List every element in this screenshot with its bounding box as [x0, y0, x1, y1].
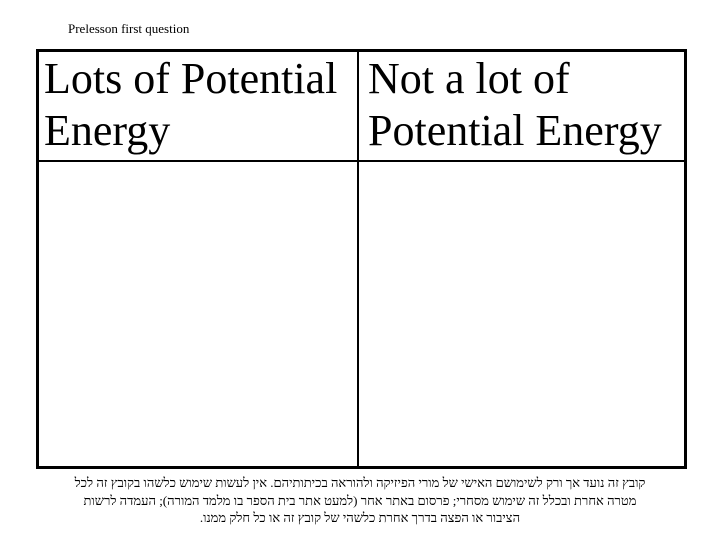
table-header-row: Lots of Potential Energy Not a lot of Po… [39, 52, 684, 162]
table-body-row [39, 162, 684, 466]
body-cell-lots-of-potential-energy [39, 162, 359, 466]
copyright-notice-line-2: מטרה אחרת ובכלל זה שימוש מסחרי; פרסום בא… [83, 492, 637, 508]
copyright-notice-line-1: קובץ זה נועד אך ורק לשימושם האישי של מור… [74, 475, 646, 490]
copyright-notice-line-3: הציבור או הפצה בדרך אחרת כלשהי של קובץ ז… [199, 510, 521, 525]
potential-energy-table: Lots of Potential Energy Not a lot of Po… [36, 49, 687, 469]
slide-pretitle: Prelesson first question [68, 21, 190, 36]
header-cell-not-a-lot-of-potential-energy: Not a lot of Potential Energy [368, 54, 662, 155]
copyright-notice: קובץ זה נועד אך ורק לשימושם האישי של מור… [0, 474, 720, 527]
body-cell-not-a-lot-of-potential-energy [359, 162, 684, 466]
header-cell-lots-of-potential-energy: Lots of Potential Energy [39, 52, 359, 160]
